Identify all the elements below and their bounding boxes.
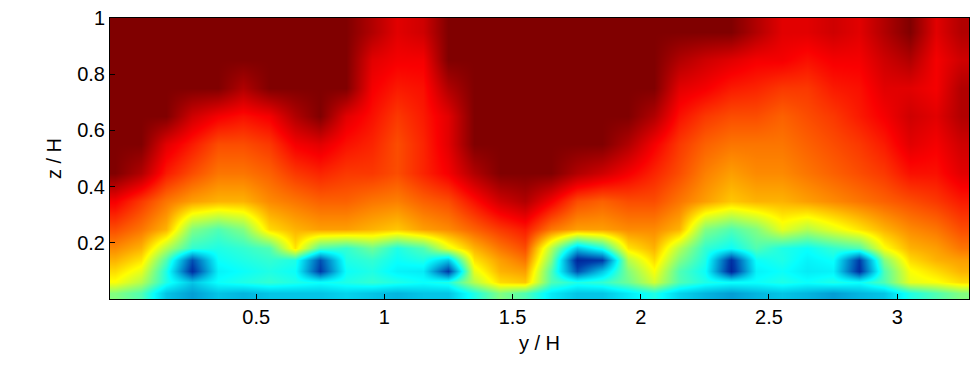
svg-text:0.5: 0.5 — [242, 306, 270, 328]
svg-text:1.5: 1.5 — [499, 306, 527, 328]
svg-text:0.6: 0.6 — [77, 119, 105, 141]
svg-text:3: 3 — [892, 306, 903, 328]
svg-text:2.5: 2.5 — [755, 306, 783, 328]
svg-text:1: 1 — [94, 7, 105, 29]
svg-text:0.2: 0.2 — [77, 232, 105, 254]
svg-text:0.4: 0.4 — [77, 176, 105, 198]
svg-text:z / H: z / H — [43, 138, 65, 179]
svg-text:2: 2 — [635, 306, 646, 328]
svg-text:0.8: 0.8 — [77, 63, 105, 85]
svg-text:y / H: y / H — [519, 332, 560, 354]
svg-text:1: 1 — [379, 306, 390, 328]
